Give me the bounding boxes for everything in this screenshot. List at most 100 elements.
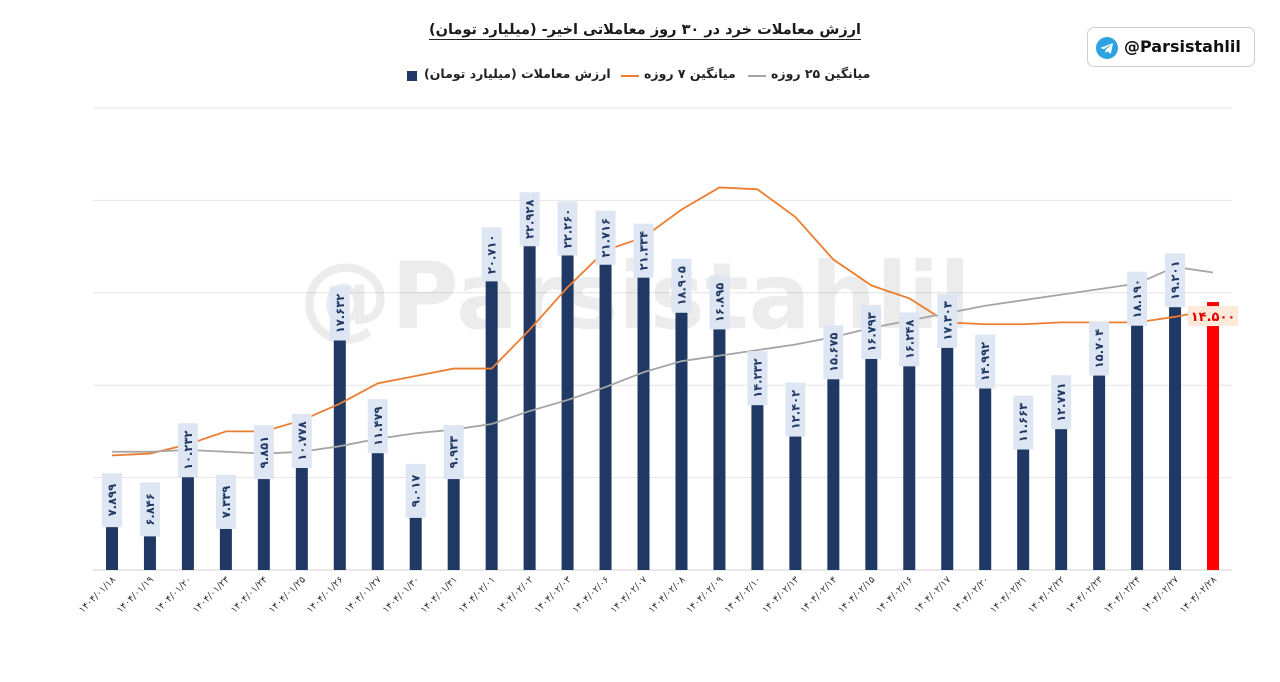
x-tick-label: ۱۴۰۴/۰۲/۰۱: [457, 574, 498, 615]
legend-label-ma7: میانگین ۷ روزه: [644, 66, 736, 81]
legend-label-ma25: میانگین ۲۵ روزه: [771, 66, 871, 81]
data-label-bg: [671, 258, 692, 313]
bar: [561, 211, 574, 570]
x-tick-label: ۱۴۰۴/۰۲/۰۶: [570, 574, 611, 615]
data-label: ۱۰.۲۳۲: [181, 431, 195, 470]
data-label: ۱۵.۶۷۵: [826, 333, 840, 372]
data-label: ۱۵.۷۰۴: [1092, 329, 1106, 368]
data-label: ۲۱.۷۱۶: [599, 218, 613, 257]
data-label-bg: [785, 382, 806, 437]
bar: [789, 392, 802, 570]
x-tick-label: ۱۴۰۴/۰۲/۱۰: [722, 574, 763, 615]
x-tick-label: ۱۴۰۴/۰۲/۱۳: [760, 574, 801, 615]
legend-swatch-bar: [407, 71, 417, 81]
data-label-bg: [1051, 375, 1072, 430]
x-tick-label: ۱۴۰۴/۰۱/۳۱: [419, 574, 460, 615]
data-label: ۲۲.۹۲۸: [523, 200, 537, 239]
x-tick-label: ۱۴۰۴/۰۲/۲۰: [950, 574, 991, 615]
x-tick-label: ۱۴۰۴/۰۲/۲۱: [988, 574, 1029, 615]
bar: [485, 237, 498, 571]
bar: [751, 361, 764, 570]
data-label-bg: [443, 425, 464, 480]
data-label-bg: [139, 482, 160, 537]
x-tick-label: ۱۴۰۴/۰۲/۲۸: [1178, 574, 1219, 615]
x-tick-label: ۱۴۰۴/۰۲/۱۴: [798, 574, 839, 615]
data-label: ۱۶.۷۹۳: [864, 312, 878, 351]
bar: [941, 303, 954, 570]
data-label: ۱۶.۲۴۸: [902, 320, 916, 359]
data-label: ۱۲.۷۷۱: [1054, 382, 1068, 421]
bar: [903, 322, 916, 570]
telegram-icon: [1096, 37, 1118, 59]
x-tick-label: ۱۴۰۴/۰۲/۰۷: [608, 574, 649, 615]
legend: ارزش معاملات (میلیارد تومان) میانگین ۷ ر…: [0, 66, 1280, 86]
x-tick-label: ۱۴۰۴/۰۲/۰۸: [646, 574, 687, 615]
data-label: ۷.۸۹۹: [105, 484, 119, 516]
data-label: ۱۰.۷۷۸: [295, 421, 309, 460]
telegram-badge[interactable]: @Parsistahlil: [1087, 27, 1255, 67]
legend-swatch-ma7: [621, 75, 639, 77]
x-axis-ticks: ۱۴۰۴/۰۱/۱۸۱۴۰۴/۰۱/۱۹۱۴۰۴/۰۱/۲۰۱۴۰۴/۰۱/۲۳…: [77, 574, 1219, 615]
x-tick-label: ۱۴۰۴/۰۲/۲۲: [1026, 574, 1067, 615]
bar: [675, 268, 688, 570]
x-tick-label: ۱۴۰۴/۰۲/۰۳: [533, 574, 574, 615]
x-tick-label: ۱۴۰۴/۰۱/۲۶: [305, 574, 346, 615]
data-label-bg: [253, 425, 274, 480]
x-tick-label: ۱۴۰۴/۰۲/۰۲: [495, 574, 536, 615]
data-label: ۱۷.۳۰۳: [940, 301, 954, 340]
data-labels: ۷.۸۹۹ ۶.۸۴۶ ۱۰.۲۳۲ ۷.۳۳۹ ۹.۸۵۱ ۱۰.۷۷۸ ۱۷.۶۳۲ ۱۱…: [101, 192, 1239, 537]
data-label-bg: [1013, 395, 1034, 450]
data-label: ۱۷.۶۳۲: [333, 294, 347, 333]
x-tick-label: ۱۴۰۴/۰۱/۱۸: [77, 574, 118, 615]
bar: [599, 220, 612, 570]
data-label: ۲۱.۳۳۴: [637, 231, 651, 270]
bar: [1093, 331, 1106, 570]
data-label-bg: [1089, 321, 1110, 376]
data-label-bg: [861, 304, 882, 359]
bar: [1207, 302, 1220, 570]
legend-label-bar: ارزش معاملات (میلیارد تومان): [424, 66, 611, 81]
data-label-bg: [367, 399, 388, 454]
data-label: ۶.۸۴۶: [143, 493, 157, 525]
data-label-bg: [291, 414, 312, 469]
badge-handle: @Parsistahlil: [1124, 37, 1241, 56]
x-tick-label: ۱۴۰۴/۰۱/۳۰: [381, 574, 422, 615]
x-tick-label: ۱۴۰۴/۰۱/۱۹: [115, 574, 156, 615]
bar: [865, 314, 878, 570]
bar: [979, 344, 992, 570]
data-label-bg: [329, 286, 350, 341]
x-tick-label: ۱۴۰۴/۰۱/۲۰: [153, 574, 194, 615]
x-tick-label: ۱۴۰۴/۰۲/۱۵: [836, 574, 877, 615]
x-tick-label: ۱۴۰۴/۰۱/۲۷: [343, 574, 384, 615]
x-tick-label: ۱۴۰۴/۰۲/۲۴: [1102, 574, 1143, 615]
chart-title-text: ارزش معاملات خرد در ۳۰ روز معاملاتی اخیر…: [428, 22, 862, 40]
gridlines: [93, 107, 1232, 571]
data-label-bg: [899, 312, 920, 367]
data-label: ۲۰.۷۱۰: [485, 235, 499, 274]
data-label-bg: [975, 334, 996, 389]
bar: [333, 296, 346, 570]
bar: [827, 335, 840, 570]
x-tick-label: ۱۴۰۴/۰۱/۲۴: [229, 574, 270, 615]
bar: [1169, 263, 1182, 570]
data-label: ۱۶.۸۹۵: [712, 283, 726, 322]
data-label-bg: [1127, 271, 1148, 326]
data-label-bg: [177, 423, 198, 478]
data-label-bg: [747, 351, 768, 406]
data-label: ۹.۸۵۱: [257, 436, 271, 468]
data-label-bg: [215, 474, 236, 529]
data-label: ۲۲.۲۶۰: [561, 209, 575, 248]
data-label-bg: [101, 473, 122, 528]
x-tick-label: ۱۴۰۴/۰۲/۲۳: [1064, 574, 1105, 615]
data-label: ۱۸.۹۰۵: [674, 266, 688, 305]
x-tick-label: ۱۴۰۴/۰۲/۱۶: [874, 574, 915, 615]
data-label: ۱۸.۱۹۰: [1130, 279, 1144, 318]
x-tick-label: ۱۴۰۴/۰۱/۲۵: [267, 574, 308, 615]
data-label: ۱۴.۲۳۲: [750, 358, 764, 397]
bar: [637, 233, 650, 570]
data-label-bg: [481, 227, 502, 282]
data-label-bg: [633, 223, 654, 278]
data-label-bg: [823, 325, 844, 380]
data-label-bg: [405, 463, 426, 518]
